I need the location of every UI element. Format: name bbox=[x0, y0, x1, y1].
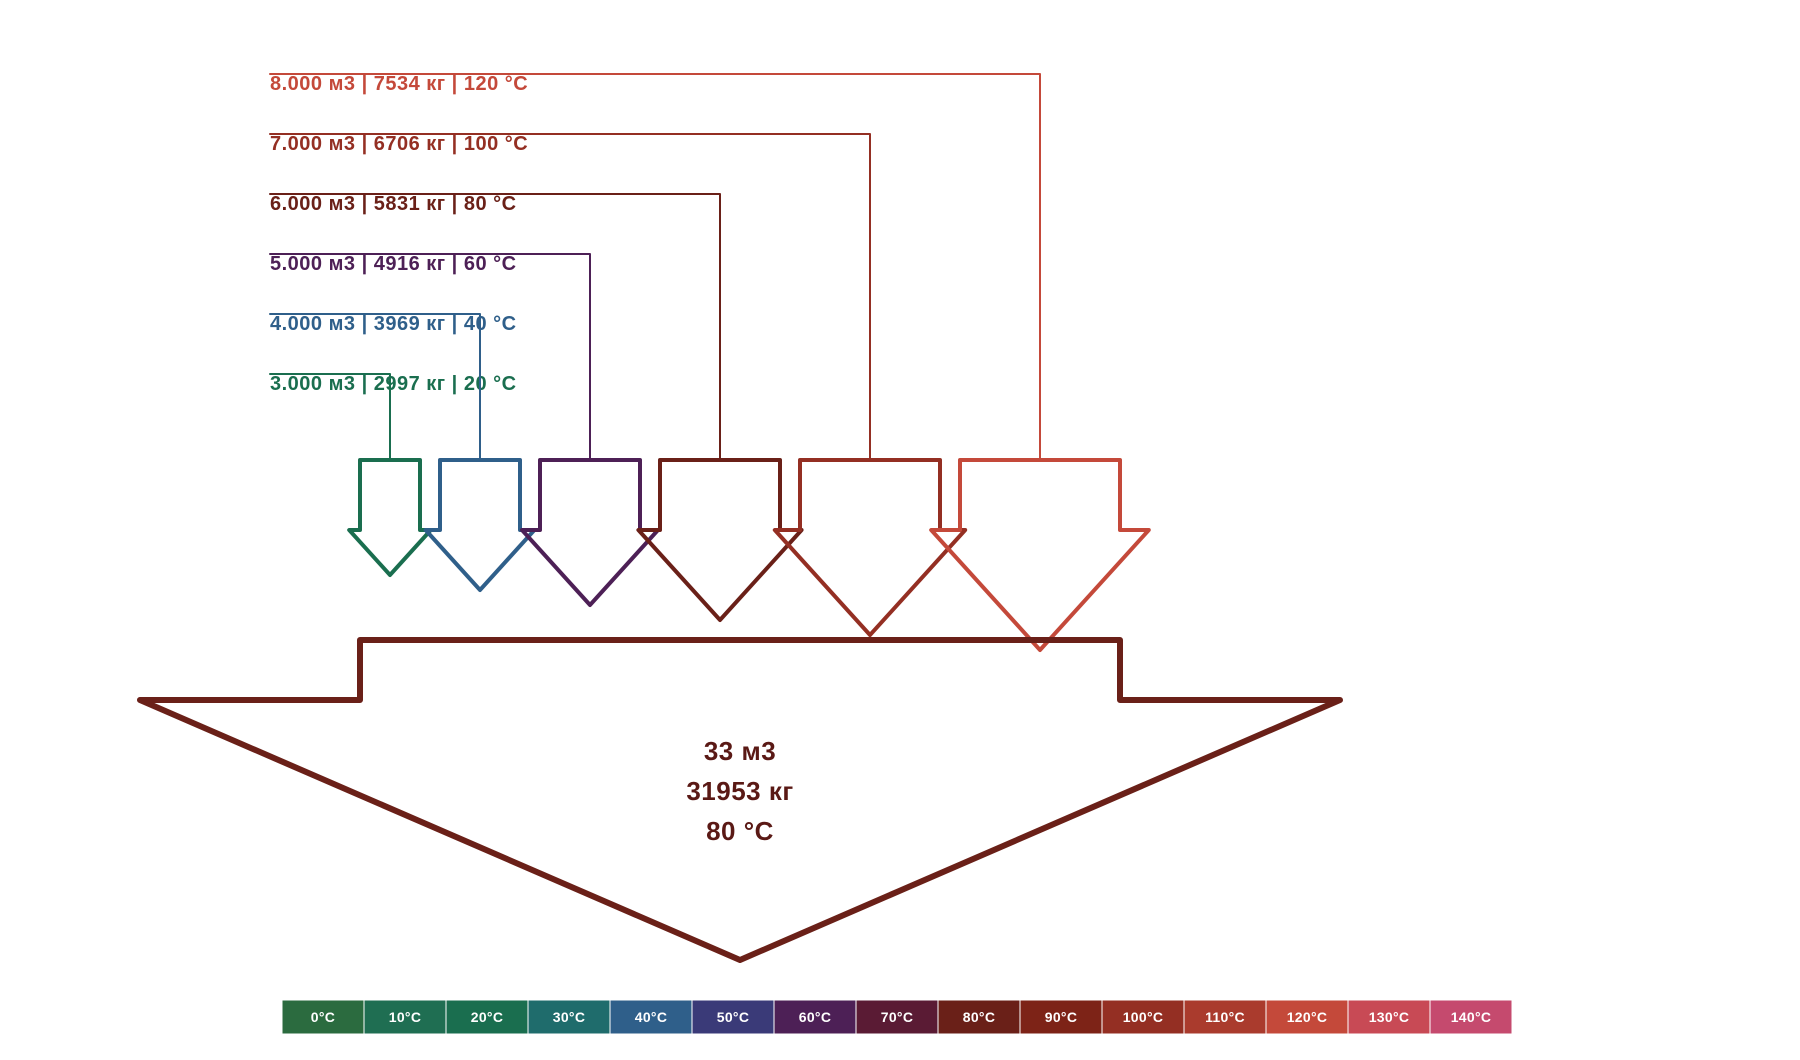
input-arrow bbox=[522, 460, 658, 605]
mixing-diagram: 3.000 м3 | 2997 кг | 20 °C4.000 м3 | 396… bbox=[0, 0, 1800, 1060]
temperature-legend: 0°C 10°C 20°C 30°C 40°C 50°C 60°C 70°C 80°C 90°C 1… bbox=[282, 1000, 1512, 1034]
input-flow-label: 7.000 м3 | 6706 кг | 100 °C bbox=[270, 133, 528, 155]
legend-label: 140°C bbox=[1451, 1009, 1492, 1025]
legend-label: 60°C bbox=[799, 1009, 831, 1025]
legend-label: 90°C bbox=[1045, 1009, 1077, 1025]
legend-label: 70°C bbox=[881, 1009, 913, 1025]
input-arrow bbox=[931, 460, 1149, 650]
result-line: 31953 кг bbox=[686, 776, 793, 806]
input-flow-label: 4.000 м3 | 3969 кг | 40 °C bbox=[270, 313, 517, 335]
legend-label: 130°C bbox=[1369, 1009, 1410, 1025]
legend-label: 0°C bbox=[311, 1009, 335, 1025]
result-line: 80 °C bbox=[706, 816, 774, 846]
input-arrow bbox=[775, 460, 965, 635]
input-arrow bbox=[638, 460, 801, 620]
input-flow-label: 5.000 м3 | 4916 кг | 60 °C bbox=[270, 253, 517, 275]
input-flow-label: 6.000 м3 | 5831 кг | 80 °C bbox=[270, 193, 517, 215]
leader-line bbox=[270, 254, 590, 460]
legend-label: 50°C bbox=[717, 1009, 749, 1025]
legend-label: 100°C bbox=[1123, 1009, 1164, 1025]
legend-label: 80°C bbox=[963, 1009, 995, 1025]
legend-label: 120°C bbox=[1287, 1009, 1328, 1025]
result-line: 33 м3 bbox=[704, 736, 776, 766]
input-arrow bbox=[426, 460, 535, 590]
legend-label: 30°C bbox=[553, 1009, 585, 1025]
legend-label: 20°C bbox=[471, 1009, 503, 1025]
leader-line bbox=[270, 134, 870, 460]
input-flow-label: 8.000 м3 | 7534 кг | 120 °C bbox=[270, 73, 528, 95]
legend-label: 10°C bbox=[389, 1009, 421, 1025]
legend-label: 40°C bbox=[635, 1009, 667, 1025]
legend-label: 110°C bbox=[1205, 1009, 1245, 1025]
input-arrow bbox=[349, 460, 431, 575]
